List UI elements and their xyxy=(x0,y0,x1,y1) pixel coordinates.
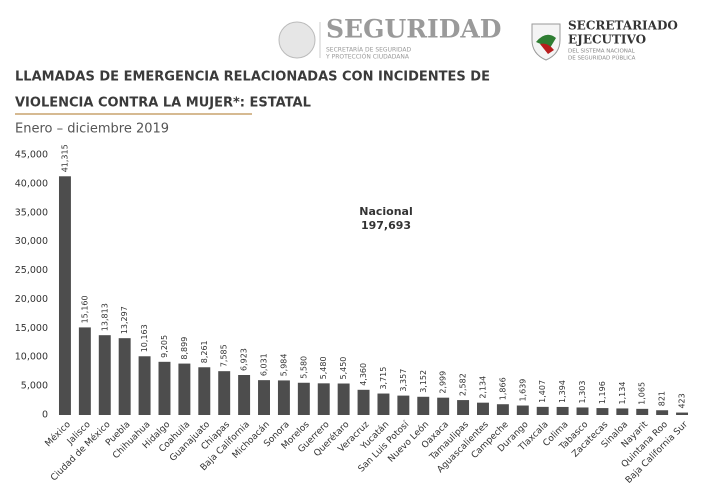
y-tick-label: 20,000 xyxy=(15,294,48,305)
bar xyxy=(357,389,370,415)
value-label: 10,163 xyxy=(140,324,149,352)
value-label: 15,160 xyxy=(80,295,89,323)
value-label: 6,923 xyxy=(240,348,249,371)
bar xyxy=(457,400,470,415)
value-label: 821 xyxy=(658,391,667,406)
y-tick-label: 15,000 xyxy=(15,323,48,334)
bar xyxy=(138,356,151,415)
value-label: 1,065 xyxy=(638,382,647,405)
value-label: 1,196 xyxy=(598,381,607,404)
y-tick-label: 40,000 xyxy=(15,178,48,189)
value-label: 3,715 xyxy=(379,367,388,390)
value-label: 1,639 xyxy=(518,379,527,402)
bar xyxy=(78,327,91,415)
value-label: 3,152 xyxy=(419,370,428,393)
bar xyxy=(536,406,549,415)
agency-sub: DEL SISTEMA NACIONAL xyxy=(568,49,636,55)
annotation: 197,693 xyxy=(361,219,411,232)
value-label: 8,261 xyxy=(200,340,209,363)
value-label: 7,585 xyxy=(220,344,229,367)
value-label: 2,134 xyxy=(478,376,487,399)
chart-title: VIOLENCIA CONTRA LA MUJER*: ESTATAL xyxy=(15,96,311,111)
value-label: 4,360 xyxy=(359,363,368,386)
brand: SEGURIDAD xyxy=(326,15,502,44)
value-label: 41,315 xyxy=(60,144,69,172)
shield-red xyxy=(540,43,554,54)
bar xyxy=(277,380,290,415)
bar xyxy=(636,408,649,415)
value-label: 1,303 xyxy=(578,381,587,404)
bar xyxy=(258,380,270,415)
agency: EJECUTIVO xyxy=(568,33,646,47)
value-label: 3,357 xyxy=(399,369,408,392)
value-label: 13,297 xyxy=(120,306,129,334)
emblem xyxy=(278,21,316,59)
bar xyxy=(417,396,430,415)
bar xyxy=(556,406,569,415)
agency: SECRETARIADO xyxy=(568,19,678,33)
agency-sub: DE SEGURIDAD PÚBLICA xyxy=(568,55,636,62)
annotation: Nacional xyxy=(359,205,413,218)
chart-title: LLAMADAS DE EMERGENCIA RELACIONADAS CON … xyxy=(15,70,490,85)
bar xyxy=(317,383,330,415)
chart-subtitle: Enero – diciembre 2019 xyxy=(15,122,169,137)
brand-sub: Y PROTECCIÓN CIUDADANA xyxy=(325,54,410,61)
value-label: 1,134 xyxy=(618,382,627,405)
value-label: 2,582 xyxy=(459,373,468,396)
bar xyxy=(58,176,71,415)
y-tick-label: 0 xyxy=(42,410,48,421)
value-label: 1,407 xyxy=(538,380,547,403)
bar xyxy=(198,367,211,415)
brand-sub: SECRETARÍA DE SEGURIDAD xyxy=(326,47,412,54)
bar xyxy=(516,405,529,415)
bar xyxy=(337,383,350,415)
bar xyxy=(477,402,489,415)
bar xyxy=(98,335,111,415)
y-tick-label: 5,000 xyxy=(21,381,48,392)
value-label: 5,984 xyxy=(279,354,288,377)
bar xyxy=(158,361,171,415)
x-tick-label: México xyxy=(43,419,73,449)
bar xyxy=(656,410,669,415)
y-tick-label: 35,000 xyxy=(15,207,48,218)
value-label: 13,813 xyxy=(100,303,109,331)
bar xyxy=(218,371,231,415)
bar xyxy=(437,397,450,415)
bar xyxy=(178,363,191,415)
bar xyxy=(297,382,310,415)
bar xyxy=(596,408,609,415)
value-label: 9,205 xyxy=(160,335,169,358)
y-tick-label: 10,000 xyxy=(15,352,48,363)
value-label: 2,999 xyxy=(439,371,448,394)
y-tick-label: 25,000 xyxy=(15,265,48,276)
y-tick-label: 45,000 xyxy=(15,150,48,161)
y-tick-label: 30,000 xyxy=(15,236,48,247)
bar xyxy=(118,338,131,415)
shield-green xyxy=(536,34,556,48)
bar xyxy=(377,393,390,415)
value-label: 1,394 xyxy=(558,380,567,403)
value-label: 6,031 xyxy=(260,353,269,376)
bar xyxy=(238,375,251,415)
value-label: 8,899 xyxy=(180,337,189,360)
value-label: 1,866 xyxy=(498,377,507,400)
value-label: 423 xyxy=(678,393,687,408)
bar xyxy=(676,412,689,415)
bar xyxy=(496,404,509,415)
value-label: 5,480 xyxy=(319,356,328,379)
bar xyxy=(576,407,589,415)
bar xyxy=(616,408,629,415)
value-label: 5,580 xyxy=(299,356,308,379)
value-label: 5,450 xyxy=(339,357,348,380)
bar xyxy=(397,395,410,415)
